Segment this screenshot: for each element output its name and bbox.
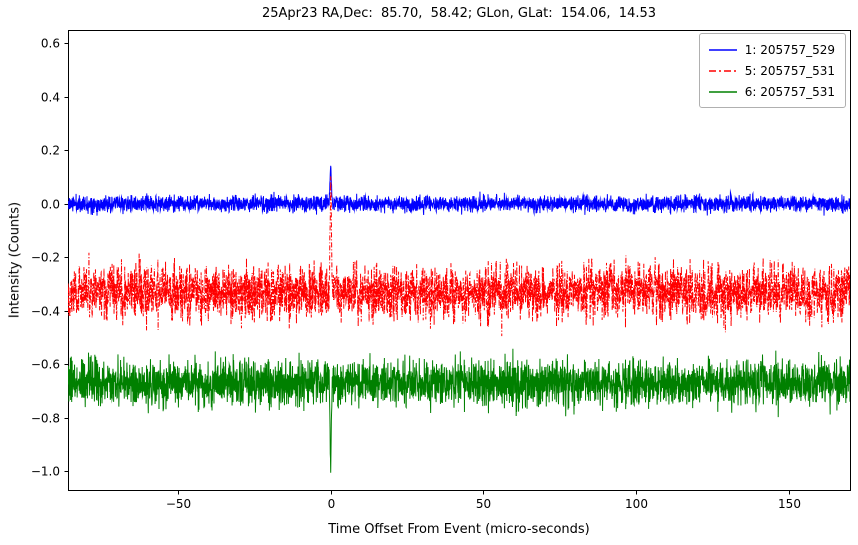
legend-label: 5: 205757_531	[744, 63, 835, 78]
chart-title: 25Apr23 RA,Dec: 85.70, 58.42; GLon, GLat…	[261, 6, 657, 21]
legend-item-series-5: 5: 205757_531	[708, 60, 835, 81]
legend: 1: 205757_529 5: 205757_531 6: 205757_53…	[698, 33, 846, 108]
legend-item-series-1: 1: 205757_529	[708, 39, 835, 60]
legend-line-sample-icon	[708, 48, 737, 51]
legend-label: 1: 205757_529	[744, 42, 835, 57]
legend-line-sample-icon	[708, 69, 737, 72]
y-axis-label: Intensity (Counts)	[7, 201, 23, 319]
x-axis-label: Time Offset From Event (micro-seconds)	[328, 522, 590, 537]
legend-line-sample-icon	[708, 90, 737, 93]
legend-label: 6: 205757_531	[744, 84, 835, 99]
legend-item-series-6: 6: 205757_531	[708, 81, 835, 102]
